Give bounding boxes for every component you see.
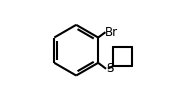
Text: Br: Br bbox=[105, 26, 118, 39]
Text: S: S bbox=[106, 62, 113, 75]
